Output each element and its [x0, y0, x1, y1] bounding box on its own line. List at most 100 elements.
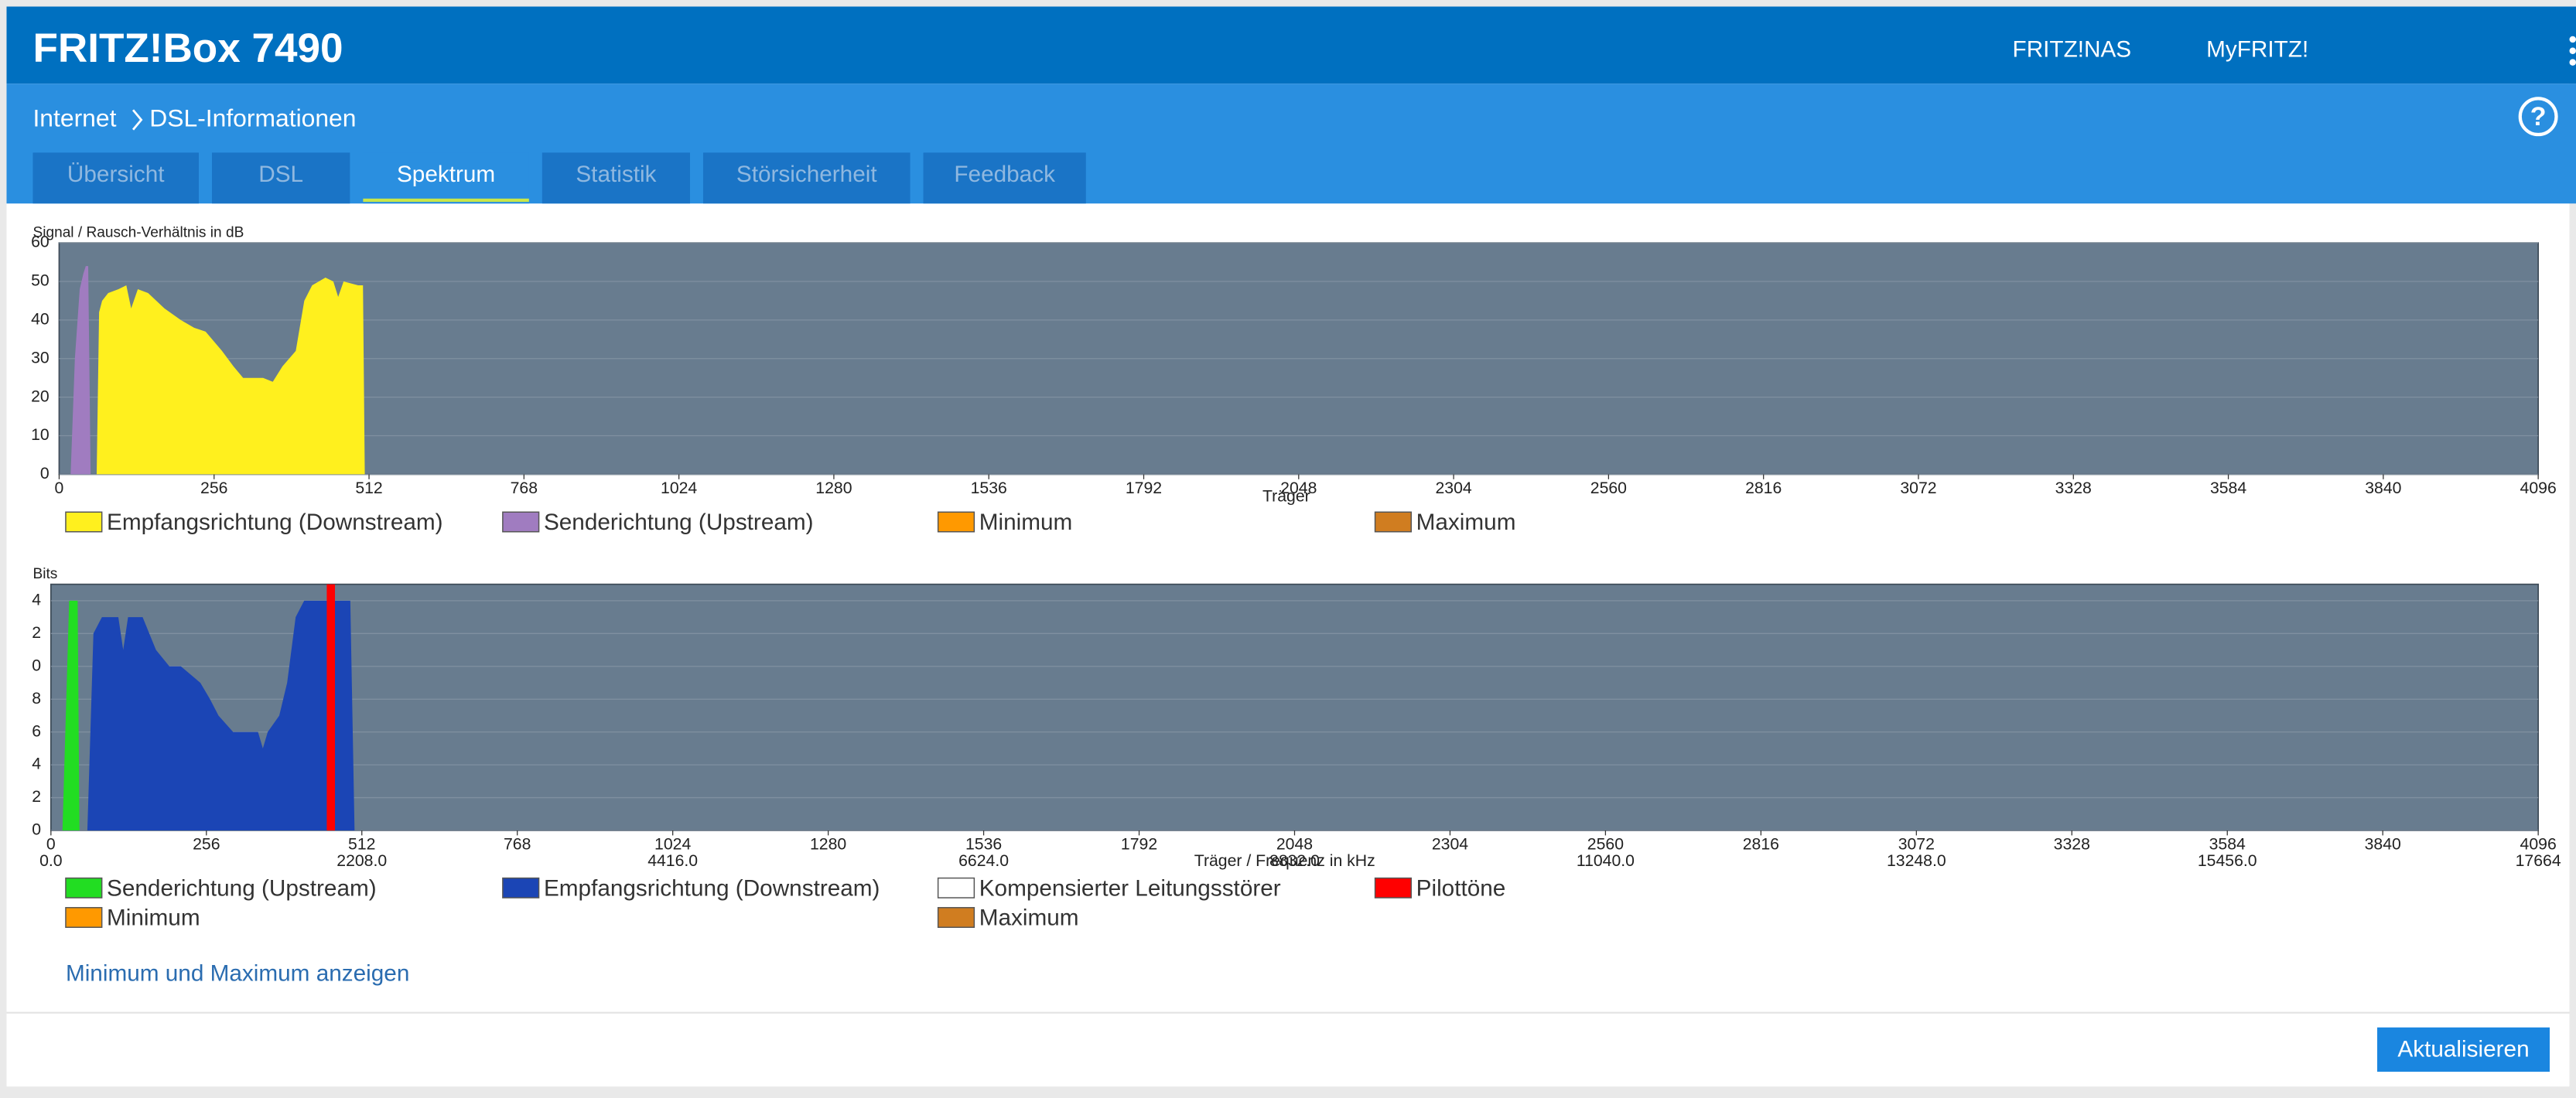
y-tick-label: 0 — [40, 465, 50, 483]
breadcrumb-chevron — [132, 109, 143, 131]
x-tick-label: 2304 — [1435, 479, 1471, 497]
bar — [326, 584, 336, 831]
area — [96, 278, 365, 475]
area — [70, 266, 91, 475]
tab-label[interactable]: Übersicht — [67, 162, 165, 187]
y-axis-label: Bits — [32, 566, 57, 582]
menu-dots[interactable] — [2569, 36, 2576, 66]
tab[interactable] — [32, 152, 199, 204]
x-tick-label: 1536 — [971, 479, 1007, 497]
legend-swatch — [502, 511, 540, 533]
x-tick-label: 0 — [46, 836, 56, 854]
y-tick-label: 6 — [32, 722, 41, 740]
legend-swatch — [65, 907, 103, 928]
y-tick-label: 60 — [31, 234, 50, 251]
legend-swatch — [502, 877, 540, 899]
x-tick-label: 2560 — [1590, 479, 1627, 497]
help-icon[interactable] — [2518, 97, 2558, 137]
tab[interactable] — [702, 152, 910, 204]
x2-tick-label: 17664 — [2516, 852, 2561, 870]
y-tick-label: 4 — [32, 591, 41, 609]
area — [87, 600, 355, 831]
legend-label: Senderichtung (Upstream) — [544, 510, 814, 535]
x-tick-label: 1024 — [654, 836, 691, 854]
x-tick-label: 512 — [355, 479, 382, 497]
legend-swatch — [937, 511, 975, 533]
tab[interactable] — [211, 152, 350, 204]
legend-label: Empfangsrichtung (Downstream) — [107, 510, 443, 535]
legend-swatch — [937, 877, 975, 899]
x-axis-label: Träger / Frequenz in kHz — [1194, 852, 1375, 870]
x-tick-label: 1024 — [661, 479, 697, 497]
breadcrumb[interactable]: Internet — [32, 104, 116, 131]
y-tick-label: 30 — [31, 349, 50, 367]
nav-link[interactable]: FRITZ!NAS — [2013, 37, 2132, 63]
y-tick-label: 40 — [31, 311, 50, 329]
legend-label: Kompensierter Leitungsstörer — [979, 875, 1281, 901]
legend-label: Maximum — [1416, 510, 1516, 535]
y-tick-label: 10 — [31, 426, 50, 444]
x-tick-label: 1792 — [1121, 836, 1157, 854]
tabs: Übersicht DSL Spektrum Statistik Störsicherh… — [32, 152, 1086, 204]
toggle-link[interactable]: Minimum und Maximum anzeigen — [66, 961, 409, 987]
x-tick-label: 1792 — [1126, 479, 1162, 497]
x2-tick-label: 15456.0 — [2198, 852, 2257, 870]
x2-tick-label: 6624.0 — [958, 852, 1009, 870]
tab[interactable] — [923, 152, 1086, 204]
tab[interactable] — [542, 152, 690, 204]
x-tick-label: 3840 — [2365, 479, 2401, 497]
tab-label[interactable]: Störsicherheit — [736, 162, 877, 187]
area — [62, 600, 80, 831]
breadcrumb: DSL-Informationen — [149, 104, 356, 131]
product-title: FRITZ!Box 7490 — [32, 26, 343, 71]
x-tick-label: 768 — [504, 836, 531, 854]
x-tick-label: 3072 — [1900, 479, 1936, 497]
legend-swatch — [65, 511, 103, 533]
x-tick-label: 2304 — [1432, 836, 1468, 854]
x-tick-label: 3328 — [2054, 836, 2090, 854]
x-tick-label: 256 — [193, 836, 220, 854]
tab-label[interactable]: DSL — [258, 162, 303, 187]
legend-label: Maximum — [979, 905, 1079, 930]
x-tick-label: 0 — [55, 479, 64, 497]
tab-label[interactable]: Feedback — [954, 162, 1055, 187]
legend-label: Pilottöne — [1416, 875, 1506, 901]
refresh-button[interactable] — [2377, 1027, 2550, 1072]
legend-label: Minimum — [979, 510, 1073, 535]
legend-label: Senderichtung (Upstream) — [107, 875, 377, 901]
y-tick-label: 50 — [31, 272, 50, 290]
y-axis-label: Signal / Rausch-Verhältnis in dB — [32, 224, 244, 240]
tab-label[interactable]: Statistik — [576, 162, 656, 187]
x-tick-label: 1280 — [815, 479, 852, 497]
legend-swatch — [1374, 511, 1413, 533]
x-tick-label: 768 — [511, 479, 538, 497]
plot-area — [50, 583, 2540, 831]
help-text[interactable]: ? — [2530, 102, 2547, 131]
x2-tick-label: 11040.0 — [1577, 852, 1635, 870]
y-tick-label: 0 — [32, 656, 41, 674]
refresh-button-label[interactable]: Aktualisieren — [2397, 1036, 2529, 1062]
y-tick-label: 0 — [32, 821, 41, 839]
x2-tick-label: 4416.0 — [647, 852, 698, 870]
x-tick-label: 2560 — [1587, 836, 1624, 854]
tab-label[interactable]: Spektrum — [397, 162, 495, 187]
tab[interactable] — [363, 152, 529, 204]
legend-label: Empfangsrichtung (Downstream) — [544, 875, 880, 901]
x-tick-label: 2048 — [1280, 479, 1317, 497]
x2-tick-label: 13248.0 — [1887, 852, 1946, 870]
x-tick-label: 3584 — [2210, 479, 2246, 497]
x2-tick-label: 2208.0 — [337, 852, 387, 870]
legend-swatch — [65, 877, 103, 899]
x-tick-label: 2048 — [1276, 836, 1313, 854]
x-tick-label: 3584 — [2209, 836, 2246, 854]
top-bar — [6, 6, 2576, 84]
legend-label: Minimum — [107, 905, 200, 930]
x-tick-label: 2816 — [1743, 836, 1779, 854]
x-tick-label: 4096 — [2520, 836, 2557, 854]
x-tick-label: 3328 — [2055, 479, 2092, 497]
nav-link[interactable]: MyFRITZ! — [2206, 37, 2308, 63]
x2-tick-label: 0.0 — [39, 852, 63, 870]
charts: Signal / Rausch-Verhältnis in dB01020304… — [31, 224, 2561, 930]
legend-swatch — [937, 907, 975, 928]
